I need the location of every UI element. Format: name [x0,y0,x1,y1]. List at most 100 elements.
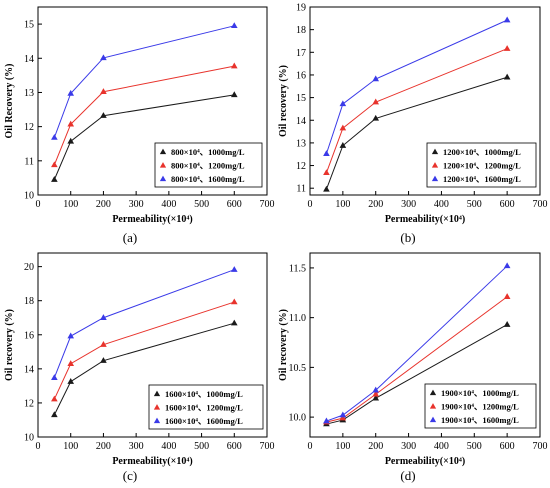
series-line [326,296,508,423]
y-tick-label: 10 [24,191,34,202]
y-tick-label: 11 [24,156,34,167]
x-tick-label: 200 [96,441,111,452]
x-tick-label: 300 [401,441,416,452]
data-point-marker [100,112,107,118]
panel-label: (d) [400,468,415,483]
plot-frame [37,6,268,196]
x-tick-label: 300 [129,199,144,210]
x-tick-label: 0 [36,199,41,210]
legend-box [154,142,263,188]
y-axis-title: Oil recovery (%) [4,309,15,381]
y-tick-label: 12 [24,398,34,409]
data-point-marker [503,45,511,51]
data-point-marker [100,357,107,363]
data-point-marker [230,266,238,272]
x-tick-label: 500 [467,441,482,452]
x-tick-label: 100 [63,199,78,210]
legend-marker [159,162,167,168]
x-tick-label: 0 [36,441,41,452]
y-tick-label: 16 [296,70,306,81]
series-line [325,19,508,154]
data-point-marker [503,321,511,327]
data-point-marker [100,88,107,95]
chart-panel: 0 100 200 300 400 500 600 700 10 12 14 16 18 20 Permea… [4,252,275,483]
legend-marker [153,390,161,397]
data-point-marker [51,133,58,140]
legend-label: 1600×10⁴、1600mg/L [165,416,243,426]
x-tick-label: 700 [533,199,548,210]
y-axis-title: Oil recovery (%) [278,309,289,381]
y-axis-title: Oil recovery (%) [278,65,289,137]
x-tick-label: 700 [260,441,275,452]
plot-frame [309,6,541,196]
y-tick-label: 10 [24,433,34,444]
data-point-marker [503,262,511,269]
y-tick-label: 14 [296,116,306,127]
legend-marker [429,403,437,409]
series-line [53,25,235,138]
y-tick-label: 11 [296,184,306,195]
x-tick-label: 700 [260,199,275,210]
data-point-marker [372,98,380,105]
panel-label: (b) [400,230,415,245]
data-point-marker [100,341,107,347]
y-tick-label: 15 [24,20,34,31]
data-point-marker [339,124,347,131]
x-tick-label: 200 [96,199,111,210]
data-point-marker [323,169,330,176]
legend-marker [159,148,167,155]
legend-marker [431,148,439,155]
series-line [326,324,508,425]
data-point-marker [372,75,380,82]
series-line [53,322,235,416]
x-tick-label: 400 [434,199,449,210]
y-tick-label: 15 [296,93,306,104]
x-tick-label: 100 [63,441,78,452]
legend: 1200×10⁴、1000mg/L 1200×10⁴、1200mg/L 1200×1… [426,142,537,188]
legend-label: 1900×10⁴、1200mg/L [441,402,519,412]
data-point-marker [230,298,238,305]
y-tick-label: 19 [296,3,306,14]
series-line [53,301,235,400]
data-point-marker [323,150,330,157]
x-tick-label: 300 [129,441,144,452]
x-axis-title: Permeability(×10⁴) [385,214,465,225]
data-point-marker [67,378,75,384]
legend-marker [431,175,439,182]
x-tick-label: 600 [227,441,242,452]
y-tick-label: 10.5 [289,363,307,374]
legend-marker [153,404,161,410]
data-point-marker [51,176,58,182]
data-point-marker [51,395,58,402]
legend-marker [429,416,437,423]
data-point-marker [372,390,380,397]
y-tick-label: 14 [24,364,34,375]
y-tick-label: 17 [296,48,306,59]
chart-panel: 0 100 200 300 400 500 600 700 11 12 13 14 15 16 17 18 19… [278,3,548,246]
y-tick-label: 14 [24,54,34,65]
legend-label: 1600×10⁴、1000mg/L [165,389,243,399]
chart-panel: 0 100 200 300 400 500 600 700 10.0 10.5 11.0 11.5 Pe… [278,252,548,483]
data-point-marker [339,142,347,148]
data-point-marker [51,374,58,380]
legend-box [148,384,264,430]
x-tick-label: 500 [194,441,209,452]
data-point-marker [503,16,511,23]
legend-label: 1900×10⁴、1600mg/L [441,415,519,425]
data-point-marker [230,22,238,29]
x-tick-label: 500 [467,199,482,210]
series-line [53,269,235,378]
x-tick-label: 200 [368,441,383,452]
data-point-marker [339,100,347,107]
legend-marker [429,389,437,396]
data-point-marker [67,332,75,339]
x-tick-label: 600 [227,199,242,210]
x-tick-label: 400 [434,441,449,452]
legend-label: 1600×10⁴、1200mg/L [165,403,243,413]
y-tick-label: 11.5 [289,263,306,274]
legend: 800×10⁴、1000mg/L 800×10⁴、1200mg/L 800×10⁴、… [154,142,263,188]
x-tick-label: 0 [308,199,313,210]
y-tick-label: 18 [24,296,34,307]
legend-box [426,142,537,188]
legend-label: 800×10⁴、1200mg/L [171,161,245,171]
